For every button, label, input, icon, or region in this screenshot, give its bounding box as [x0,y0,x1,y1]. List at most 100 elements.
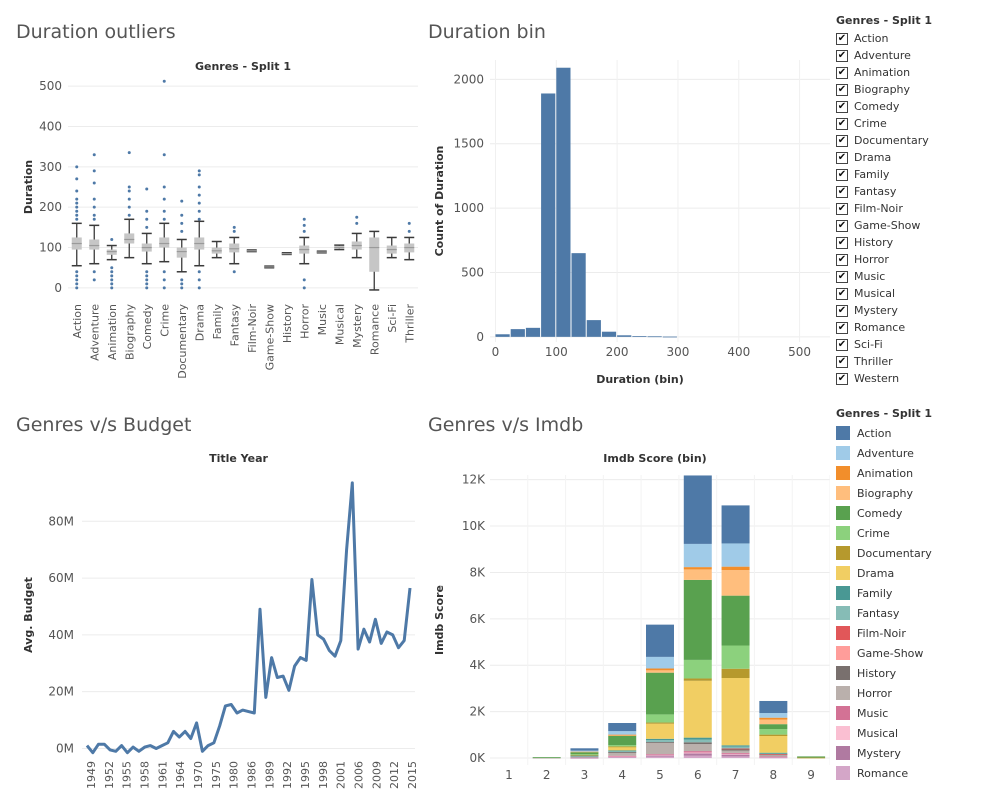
legend-swatch [836,566,850,580]
outlier-point [180,229,184,233]
x-tick-label: Horror [298,304,311,339]
checkbox-checked[interactable]: ✔ [836,304,848,317]
bar-segment-animation [608,734,637,736]
legend-item-film-noir[interactable]: Film-Noir [836,623,932,643]
x-tick-label: 6 [694,768,702,782]
filter-item-mystery[interactable]: ✔ Mystery [836,302,932,319]
checkbox-checked[interactable]: ✔ [836,202,848,215]
bar-segment-fantasy [646,740,674,743]
legend-item-romance[interactable]: Romance [836,763,932,783]
filter-item-label: Music [854,270,886,283]
y-tick-label: 1000 [453,201,484,215]
filter-item-family[interactable]: ✔ Family [836,166,932,183]
legend-item-action[interactable]: Action [836,423,932,443]
filter-item-horror[interactable]: ✔ Horror [836,251,932,268]
outlier-point [197,278,201,282]
legend-swatch [836,506,850,520]
checkbox-checked[interactable]: ✔ [836,185,848,198]
checkbox-checked[interactable]: ✔ [836,117,848,130]
legend-item-biography[interactable]: Biography [836,483,932,503]
legend-item-fantasy[interactable]: Fantasy [836,603,932,623]
bar-segment-crime [608,745,637,747]
filter-item-romance[interactable]: ✔ Romance [836,319,932,336]
legend-item-game-show[interactable]: Game-Show [836,643,932,663]
histogram-bar [647,336,662,338]
checkbox-checked[interactable]: ✔ [836,355,848,368]
y-tick-label: 2000 [453,72,484,86]
checkbox-checked[interactable]: ✔ [836,219,848,232]
legend-item-comedy[interactable]: Comedy [836,503,932,523]
filter-item-sci-fi[interactable]: ✔ Sci-Fi [836,336,932,353]
bar-segment-family [608,750,637,752]
checkbox-checked[interactable]: ✔ [836,287,848,300]
filter-item-history[interactable]: ✔ History [836,234,932,251]
histogram-bar [586,320,601,337]
filter-item-label: Game-Show [854,219,921,232]
filter-item-crime[interactable]: ✔ Crime [836,115,932,132]
checkbox-checked[interactable]: ✔ [836,134,848,147]
bar-segment-romance [646,756,674,759]
box-body [89,239,100,250]
checkbox-checked[interactable]: ✔ [836,66,848,79]
legend-item-label: Fantasy [857,606,900,620]
filter-item-music[interactable]: ✔ Music [836,268,932,285]
filter-item-action[interactable]: ✔ Action [836,30,932,47]
legend-item-family[interactable]: Family [836,583,932,603]
legend-item-musical[interactable]: Musical [836,723,932,743]
checkbox-checked[interactable]: ✔ [836,49,848,62]
filter-item-animation[interactable]: ✔ Animation [836,64,932,81]
checkbox-checked[interactable]: ✔ [836,338,848,351]
legend-item-label: Musical [857,726,899,740]
filter-item-drama[interactable]: ✔ Drama [836,149,932,166]
bar-segment-musical [683,752,712,754]
filter-item-label: Film-Noir [854,202,903,215]
legend-item-history[interactable]: History [836,663,932,683]
checkbox-checked[interactable]: ✔ [836,253,848,266]
checkbox-checked[interactable]: ✔ [836,83,848,96]
outlier-point [127,189,131,193]
bar-segment-crime [683,659,712,679]
legend-item-music[interactable]: Music [836,703,932,723]
y-tick-label: 6K [469,612,486,626]
legend-item-drama[interactable]: Drama [836,563,932,583]
checkbox-checked[interactable]: ✔ [836,32,848,45]
legend-item-documentary[interactable]: Documentary [836,543,932,563]
bar-segment-documentary [608,746,637,748]
filter-item-label: History [854,236,894,249]
checkbox-checked[interactable]: ✔ [836,372,848,385]
outlier-point [75,197,79,201]
filter-item-thriller[interactable]: ✔ Thriller [836,353,932,370]
y-tick-label: 10K [462,519,486,533]
checkbox-checked[interactable]: ✔ [836,270,848,283]
checkbox-checked[interactable]: ✔ [836,236,848,249]
filter-item-musical[interactable]: ✔ Musical [836,285,932,302]
filter-item-biography[interactable]: ✔ Biography [836,81,932,98]
y-tick-label: 0 [476,330,484,344]
outlier-point [407,221,411,225]
legend-item-animation[interactable]: Animation [836,463,932,483]
legend-item-mystery[interactable]: Mystery [836,743,932,763]
checkbox-checked[interactable]: ✔ [836,151,848,164]
checkbox-checked[interactable]: ✔ [836,100,848,113]
filter-item-fantasy[interactable]: ✔ Fantasy [836,183,932,200]
y-tick-label: 0 [54,281,62,295]
x-tick-label: 1961 [156,761,169,789]
filter-item-game-show[interactable]: ✔ Game-Show [836,217,932,234]
filter-item-western[interactable]: ✔ Western [836,370,932,387]
filter-item-comedy[interactable]: ✔ Comedy [836,98,932,115]
legend-item-crime[interactable]: Crime [836,523,932,543]
x-tick-label: Film-Noir [246,304,259,353]
histogram-bar [510,329,525,337]
outlier-point [75,205,79,209]
filter-item-adventure[interactable]: ✔ Adventure [836,47,932,64]
legend-item-horror[interactable]: Horror [836,683,932,703]
filter-item-film-noir[interactable]: ✔ Film-Noir [836,200,932,217]
checkbox-checked[interactable]: ✔ [836,321,848,334]
filter-item-documentary[interactable]: ✔ Documentary [836,132,932,149]
checkbox-checked[interactable]: ✔ [836,168,848,181]
x-tick-label: 2009 [370,761,383,789]
outlier-point [302,223,306,227]
legend-item-adventure[interactable]: Adventure [836,443,932,463]
outlier-point [197,169,201,173]
outlier-point [180,221,184,225]
